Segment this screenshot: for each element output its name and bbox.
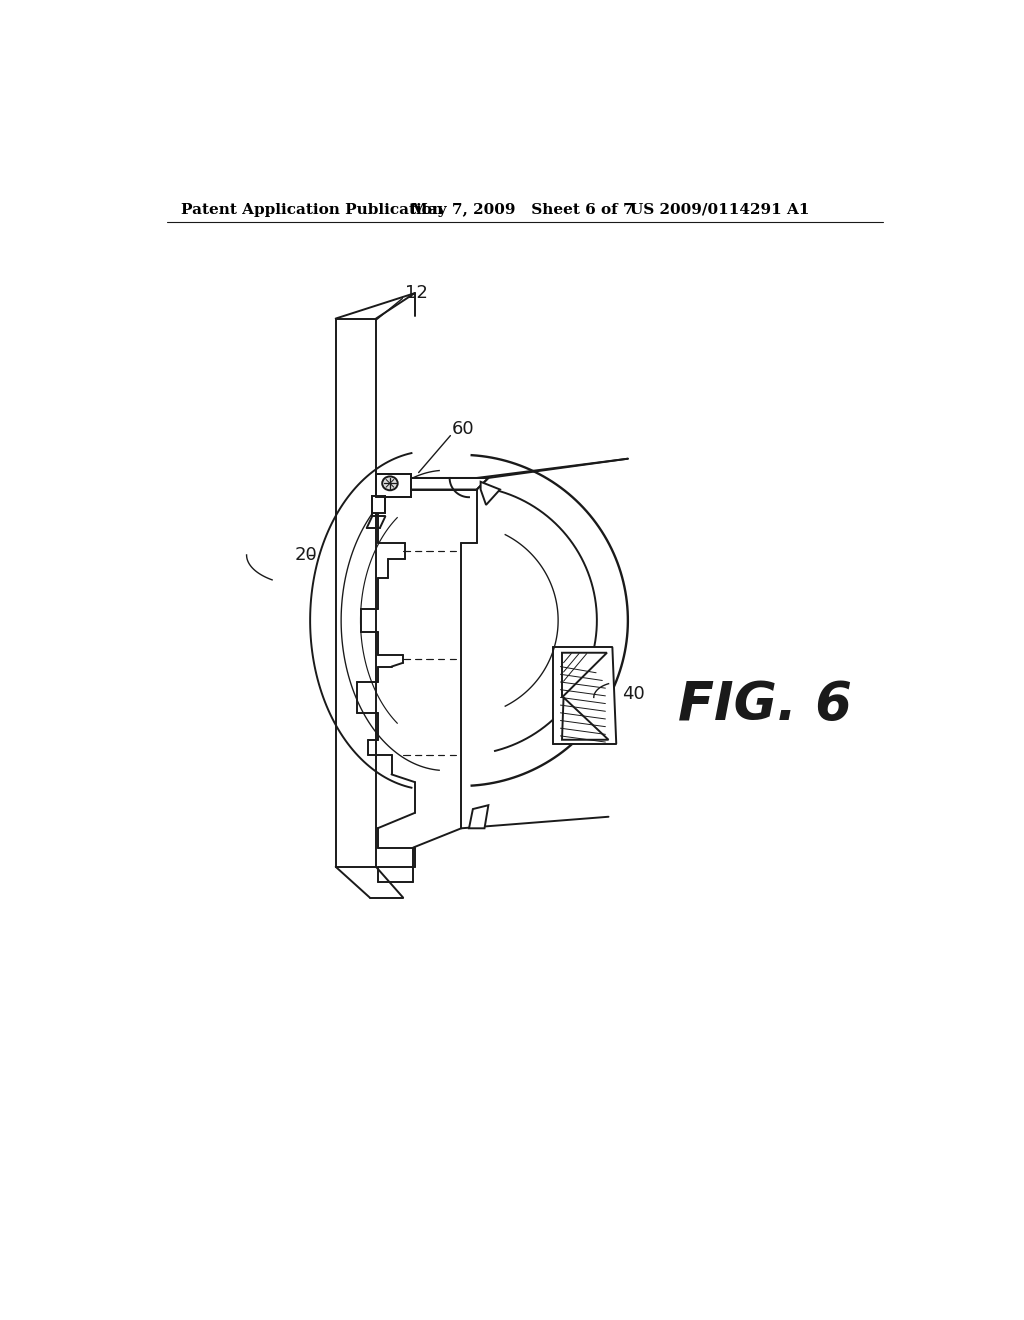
Ellipse shape <box>382 477 397 490</box>
Polygon shape <box>469 805 488 829</box>
Text: 40: 40 <box>623 685 645 702</box>
Text: 12: 12 <box>406 284 428 302</box>
Text: May 7, 2009   Sheet 6 of 7: May 7, 2009 Sheet 6 of 7 <box>411 203 634 216</box>
Polygon shape <box>378 466 477 490</box>
Polygon shape <box>480 482 500 506</box>
Polygon shape <box>378 478 488 490</box>
Polygon shape <box>376 474 411 498</box>
Polygon shape <box>372 496 385 512</box>
Polygon shape <box>562 697 608 739</box>
Text: 60: 60 <box>452 421 474 438</box>
Polygon shape <box>562 653 607 697</box>
Polygon shape <box>553 647 616 743</box>
Text: Patent Application Publication: Patent Application Publication <box>180 203 442 216</box>
Text: FIG. 6: FIG. 6 <box>678 678 852 731</box>
Text: US 2009/0114291 A1: US 2009/0114291 A1 <box>630 203 810 216</box>
Text: 20: 20 <box>295 546 317 564</box>
Polygon shape <box>336 318 376 867</box>
